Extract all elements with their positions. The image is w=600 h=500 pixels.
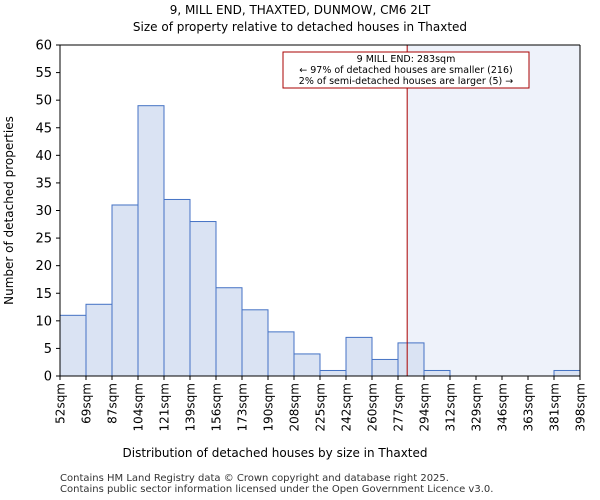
y-tick-label-40: 40 <box>35 149 52 164</box>
y-tick-label-60: 60 <box>35 39 52 54</box>
x-tick-label-225sqm: 225sqm <box>314 383 328 431</box>
bar-52sqm <box>59 314 87 377</box>
bar-190sqm <box>267 331 295 377</box>
x-tick-label-104sqm: 104sqm <box>132 383 146 431</box>
x-tick-label-242sqm: 242sqm <box>340 383 354 431</box>
y-tick-label-10: 10 <box>35 314 52 329</box>
y-tick-label-25: 25 <box>35 232 52 247</box>
y-tick-label-5: 5 <box>44 342 52 357</box>
y-tick-label-20: 20 <box>35 259 52 274</box>
bar-104sqm <box>137 105 165 377</box>
x-tick-label-156sqm: 156sqm <box>210 383 224 431</box>
x-tick-label-190sqm: 190sqm <box>262 383 276 431</box>
bar-173sqm <box>241 309 269 377</box>
bar-208sqm <box>293 353 321 377</box>
annotation-line-1: 9 MILL END: 283sqm <box>357 54 456 65</box>
y-tick-label-50: 50 <box>35 94 52 109</box>
x-tick-label-312sqm: 312sqm <box>444 383 458 431</box>
bar-87sqm <box>111 204 139 377</box>
x-tick-label-381sqm: 381sqm <box>548 383 562 431</box>
bar-381sqm <box>553 369 581 377</box>
x-tick-label-52sqm: 52sqm <box>54 383 68 424</box>
annotation-line-2: ← 97% of detached houses are smaller (21… <box>299 65 512 76</box>
bar-139sqm <box>189 221 217 377</box>
y-tick-label-0: 0 <box>44 370 52 385</box>
x-tick-label-363sqm: 363sqm <box>522 383 536 431</box>
x-tick-label-329sqm: 329sqm <box>470 383 484 431</box>
bar-156sqm <box>215 287 243 377</box>
bar-121sqm <box>163 198 191 377</box>
bar-242sqm <box>345 336 373 377</box>
x-tick-label-260sqm: 260sqm <box>366 383 380 431</box>
bar-294sqm <box>423 369 451 377</box>
x-tick-label-139sqm: 139sqm <box>184 383 198 431</box>
y-tick-label-30: 30 <box>35 204 52 219</box>
y-tick-label-45: 45 <box>35 121 52 136</box>
bar-277sqm <box>397 342 425 377</box>
y-tick-label-15: 15 <box>35 287 52 302</box>
y-axis-label: Number of detached properties <box>2 116 16 305</box>
x-tick-label-121sqm: 121sqm <box>158 383 172 431</box>
bar-69sqm <box>85 303 113 377</box>
x-tick-label-277sqm: 277sqm <box>392 383 406 431</box>
x-tick-label-346sqm: 346sqm <box>496 383 510 431</box>
x-tick-label-294sqm: 294sqm <box>418 383 432 431</box>
x-axis-label: Distribution of detached houses by size … <box>123 446 428 460</box>
chart-subtitle: Size of property relative to detached ho… <box>133 20 467 34</box>
y-tick-label-35: 35 <box>35 176 52 191</box>
y-tick-label-55: 55 <box>35 66 52 81</box>
x-tick-label-87sqm: 87sqm <box>106 383 120 424</box>
chart-title: 9, MILL END, THAXTED, DUNMOW, CM6 2LT <box>170 3 431 17</box>
bar-260sqm <box>371 358 399 377</box>
footer-line-1: Contains HM Land Registry data © Crown c… <box>60 473 449 484</box>
highlight-region <box>407 45 580 376</box>
x-tick-label-69sqm: 69sqm <box>80 383 94 424</box>
annotation-box <box>282 51 530 89</box>
footer-line-2: Contains public sector information licen… <box>60 484 494 495</box>
x-tick-label-173sqm: 173sqm <box>236 383 250 431</box>
annotation-line-3: 2% of semi-detached houses are larger (5… <box>299 76 513 87</box>
bar-225sqm <box>319 369 347 377</box>
x-tick-label-208sqm: 208sqm <box>288 383 302 431</box>
x-tick-label-398sqm: 398sqm <box>574 383 588 431</box>
